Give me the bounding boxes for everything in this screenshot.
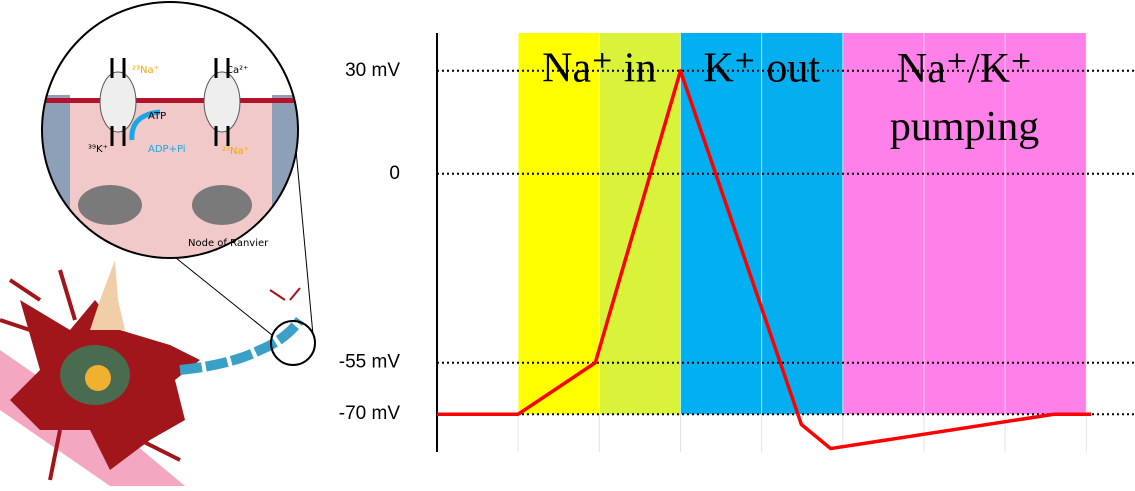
label: Node of Ranvier [188,238,269,249]
label: ADP+Pi [148,144,186,155]
mitochondrion [192,185,252,225]
cytoplasm [40,100,300,260]
page: ²³Na⁺ Ca²⁺ ATP ³⁹K⁺ ADP+Pi ²³Na⁺ Node of… [0,0,1135,486]
y-tick-label: -70 mV [339,403,401,424]
myelin-left [40,95,70,260]
terminal [270,288,300,300]
phase-label: Na⁺ in [542,46,656,92]
membrane [40,98,300,103]
label: ³⁹K⁺ [88,144,108,155]
zoom-line [296,150,313,335]
label: ATP [148,111,166,122]
label: ²³Na⁺ [132,65,159,76]
channel [204,72,240,132]
dendrite [90,260,125,330]
y-tick-label: -55 mV [339,352,401,373]
y-tick-label: 0 [389,163,400,184]
label: Ca²⁺ [226,65,248,76]
channel [100,72,136,132]
mitochondrion [78,185,142,225]
illustration: ²³Na⁺ Ca²⁺ ATP ³⁹K⁺ ADP+Pi ²³Na⁺ Node of… [0,0,315,486]
phase-label: K⁺ out [703,46,820,92]
y-tick-label: 30 mV [345,60,400,81]
zoom-line [176,258,272,335]
nucleolus [85,365,111,391]
label: ²³Na⁺ [222,146,249,157]
